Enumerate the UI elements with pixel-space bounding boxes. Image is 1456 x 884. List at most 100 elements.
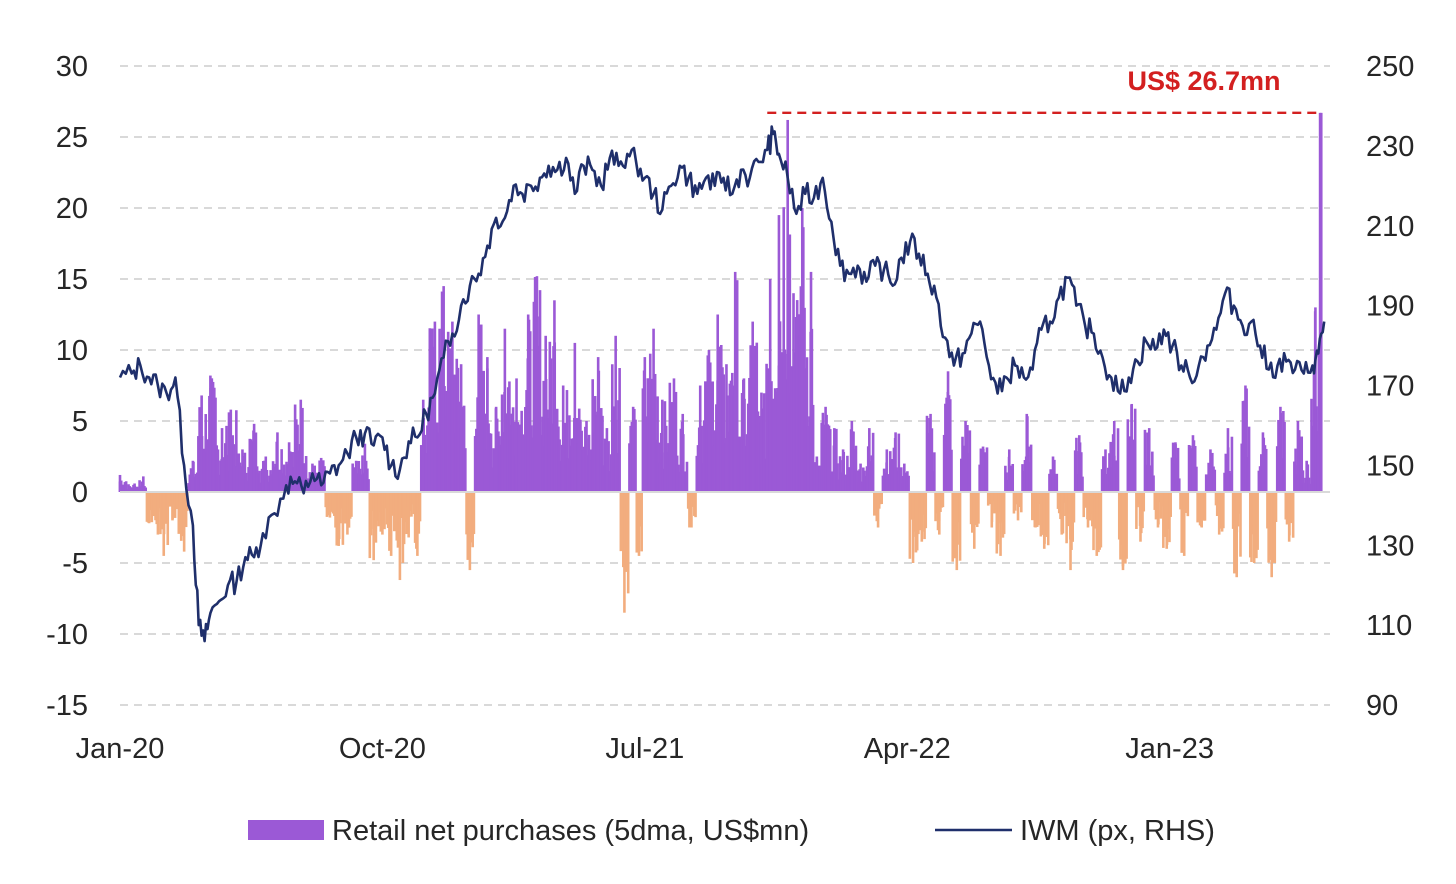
retail-purchase-bar <box>1143 429 1147 492</box>
left-tick-label: 20 <box>56 193 88 225</box>
legend-bar-swatch <box>248 820 324 840</box>
retail-purchase-bar <box>596 357 600 492</box>
retail-purchase-bar <box>1215 492 1219 517</box>
retail-purchase-bar <box>1222 492 1225 529</box>
retail-purchase-bar <box>1177 478 1181 492</box>
retail-purchase-bar <box>958 492 962 561</box>
retail-purchase-bar <box>930 428 934 492</box>
retail-purchase-bar <box>1226 428 1230 492</box>
retail-purchase-bar <box>920 492 924 542</box>
retail-purchase-bar <box>350 492 353 517</box>
retail-purchase-bar <box>1300 436 1304 492</box>
retail-purchase-bar <box>725 364 728 492</box>
retail-purchase-bar <box>220 428 224 492</box>
retail-purchase-bar <box>1146 432 1149 492</box>
right-tick-label: 110 <box>1366 610 1412 642</box>
retail-purchase-bar <box>304 456 308 492</box>
retail-purchase-bar <box>515 378 518 492</box>
retail-purchase-bar <box>672 378 676 492</box>
retail-purchase-bar <box>800 208 804 492</box>
retail-purchase-bar <box>241 449 244 492</box>
retail-purchase-bar <box>526 314 530 492</box>
right-tick-label: 250 <box>1366 51 1414 83</box>
retail-purchase-bar <box>894 432 897 492</box>
retail-purchase-bar <box>1016 492 1020 521</box>
retail-purchase-bar <box>1075 437 1078 492</box>
legend-bar-label: Retail net purchases (5dma, US$mn) <box>332 815 809 847</box>
retail-purchase-bar <box>694 492 697 518</box>
retail-purchase-bar <box>855 470 859 492</box>
retail-purchase-bar <box>1002 492 1006 535</box>
retail-purchase-bar <box>968 430 972 492</box>
retail-purchase-bar <box>1007 449 1011 492</box>
retail-purchase-bar <box>1182 492 1186 556</box>
retail-purchase-bar <box>742 378 746 492</box>
right-tick-label: 210 <box>1366 211 1414 243</box>
retail-purchase-bar <box>760 392 763 492</box>
retail-purchase-bar <box>1256 492 1259 550</box>
retail-purchase-bar <box>674 391 678 492</box>
retail-purchase-bar <box>354 460 358 492</box>
retail-purchase-bar <box>166 492 170 546</box>
retail-purchase-bar <box>398 492 402 581</box>
retail-purchase-bar <box>1261 432 1265 492</box>
right-tick-label: 190 <box>1366 291 1414 323</box>
retail-purchase-bar <box>361 455 364 492</box>
retail-purchase-bar <box>1082 492 1086 518</box>
retail-purchase-bar <box>933 452 936 492</box>
retail-purchase-bar <box>252 423 256 492</box>
retail-purchase-bar <box>124 481 128 492</box>
retail-purchase-bar <box>828 429 832 492</box>
retail-purchase-bar <box>618 368 621 492</box>
retail-purchase-bar <box>147 492 151 524</box>
retail-purchase-bar <box>553 300 556 492</box>
retail-purchase-bar <box>1209 449 1212 492</box>
retail-purchase-bar <box>1034 492 1037 528</box>
x-tick-label: Jul-21 <box>605 733 684 765</box>
retail-purchase-bar <box>544 335 547 492</box>
retail-purchase-bar <box>346 492 349 535</box>
annotation-label: US$ 26.7mn <box>1127 66 1280 96</box>
retail-purchase-bar <box>1040 492 1044 535</box>
retail-purchase-bar <box>472 492 476 535</box>
retail-purchase-bar <box>964 421 967 492</box>
left-tick-label: 10 <box>56 335 88 367</box>
retail-purchase-bar <box>337 492 340 546</box>
retail-purchase-bar <box>871 432 875 492</box>
retail-purchase-bar <box>788 234 792 492</box>
retail-purchase-bar <box>911 492 915 563</box>
retail-purchase-bar <box>631 406 635 492</box>
retail-purchase-bar <box>1046 492 1050 546</box>
retail-purchase-bar <box>990 492 994 528</box>
retail-purchase-bar <box>1296 421 1300 492</box>
retail-purchase-bar <box>903 463 906 492</box>
retail-purchase-bar <box>768 279 772 492</box>
retail-purchase-bar <box>688 492 691 528</box>
retail-purchase-bar <box>494 406 498 492</box>
retail-purchase-bar <box>1029 444 1033 492</box>
retail-purchase-bar <box>700 425 703 492</box>
retail-purchase-bar <box>1270 492 1273 578</box>
bar-series <box>118 112 1323 613</box>
retail-purchase-bar <box>191 460 195 492</box>
retail-purchase-bar <box>1112 421 1116 492</box>
retail-purchase-bar <box>1142 492 1146 512</box>
retail-purchase-bar <box>416 492 419 556</box>
retail-purchase-bar <box>1287 492 1291 542</box>
retail-purchase-bar <box>962 445 966 492</box>
retail-purchase-bar <box>1135 492 1138 529</box>
x-tick-label: Apr-22 <box>864 733 951 765</box>
right-tick-label: 150 <box>1366 450 1414 482</box>
retail-purchase-bar <box>1077 435 1081 492</box>
retail-purchase-bar <box>1291 492 1295 538</box>
retail-purchase-bar <box>1042 492 1046 549</box>
retail-purchase-bar <box>876 492 880 528</box>
retail-purchase-bar <box>950 449 953 492</box>
retail-purchase-bar <box>634 419 637 492</box>
retail-purchase-bar <box>214 397 217 492</box>
retail-purchase-bar <box>517 424 521 492</box>
retail-purchase-bar <box>542 380 546 492</box>
retail-purchase-bar <box>352 467 356 492</box>
retail-purchase-bar <box>1294 448 1297 492</box>
retail-purchase-bar <box>653 373 657 492</box>
